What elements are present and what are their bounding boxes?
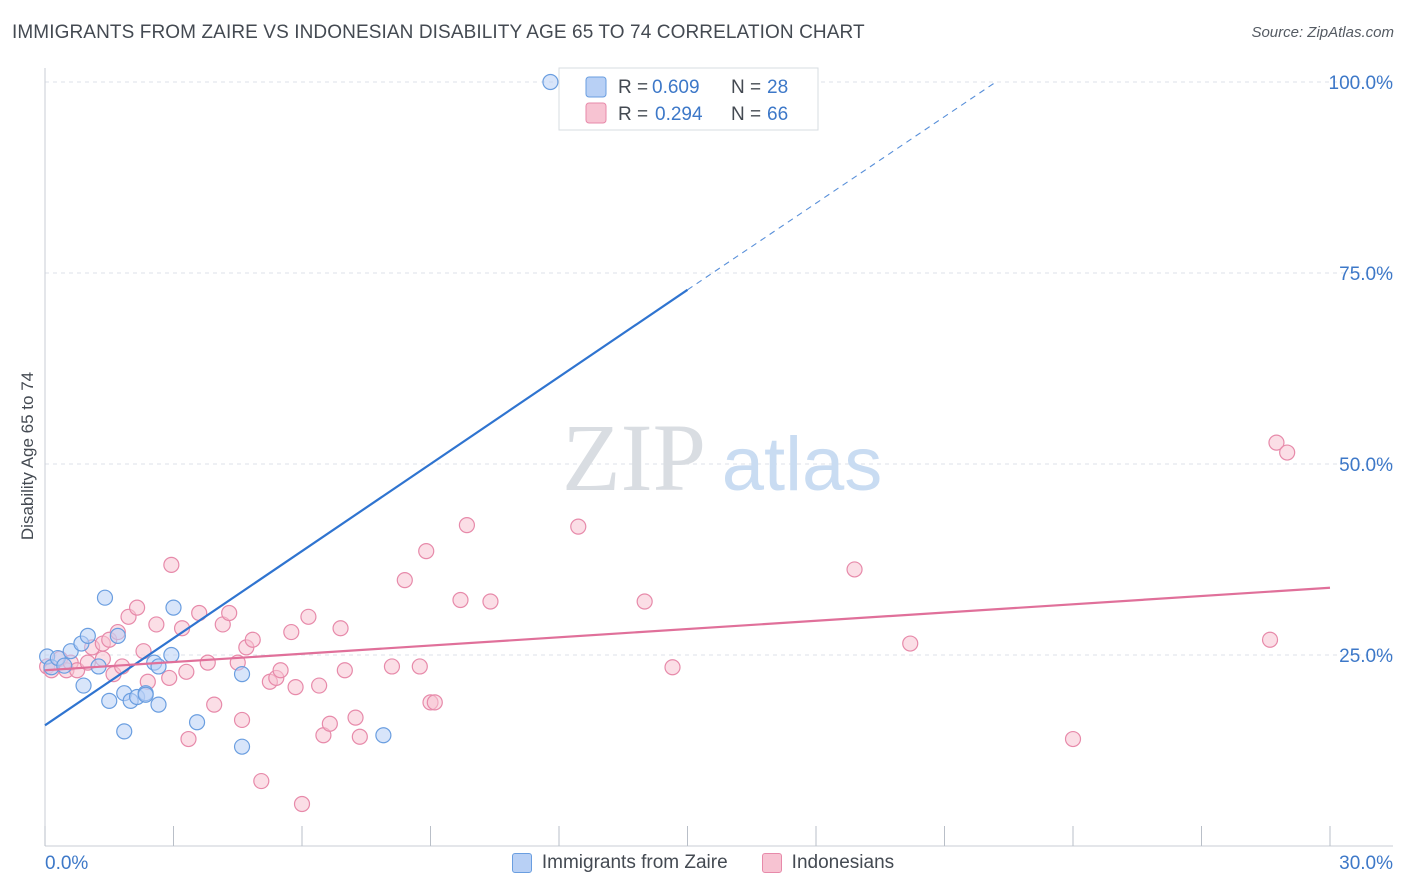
- indonesians-point-26: [206, 696, 223, 713]
- legend-r-value-zaire: 0.609: [652, 77, 700, 98]
- zaire-point-25: [233, 738, 251, 755]
- indonesians-point-28: [221, 604, 238, 622]
- indonesians-point-38: [287, 678, 304, 696]
- indonesians-point-15: [128, 599, 146, 616]
- indonesians-regression-line: [44, 586, 1331, 672]
- indonesians-point-41: [311, 677, 328, 694]
- indonesians-point-59: [664, 659, 681, 676]
- indonesians-point-55: [458, 517, 476, 534]
- indonesians-point-37: [283, 623, 300, 641]
- indonesians-point-45: [336, 662, 353, 679]
- indonesians-point-25: [199, 654, 216, 671]
- indonesians-point-20: [163, 556, 180, 573]
- indonesians-point-54: [452, 591, 469, 609]
- indonesians-point-40: [300, 608, 317, 625]
- legend-swatch-zaire: [585, 76, 607, 98]
- tick-labels: 25.0% 50.0% 75.0% 100.0% 0.0% 30.0%: [45, 73, 1393, 874]
- y-tick-label-50: 50.0%: [1339, 455, 1393, 476]
- zaire-point-20: [150, 696, 167, 713]
- zaire-point-23: [188, 714, 206, 731]
- zaire-point-8: [75, 677, 92, 694]
- legend-n-label-indonesians: N =: [731, 104, 761, 125]
- gridlines: [45, 81, 1393, 656]
- legend-swatch-indonesians-bottom: [761, 853, 782, 873]
- zaire-point-24: [233, 665, 251, 683]
- x-tick-label-max: 30.0%: [1339, 853, 1393, 874]
- chart-title: IMMIGRANTS FROM ZAIRE VS INDONESIAN DISA…: [12, 22, 865, 43]
- indonesians-point-60: [846, 561, 863, 578]
- zaire-point-3: [56, 657, 73, 674]
- legend-r-label-zaire: R =: [618, 77, 648, 98]
- source-credit: Source: ZipAtlas.com: [1251, 24, 1394, 41]
- indonesians-point-48: [383, 658, 401, 675]
- y-tick-label-75: 75.0%: [1339, 264, 1393, 285]
- indonesians-point-47: [351, 728, 368, 745]
- zaire-point-12: [116, 723, 133, 740]
- indonesians-point-44: [332, 620, 349, 637]
- regression-lines: [44, 81, 1331, 727]
- indonesians-point-22: [178, 663, 195, 680]
- legend-item-indonesians: Indonesians: [761, 852, 895, 874]
- indonesians-point-65: [1279, 444, 1296, 461]
- indonesians-point-57: [570, 518, 587, 535]
- zaire-points: [39, 73, 559, 755]
- indonesians-point-63: [1261, 631, 1279, 648]
- x-tick-label-min: 0.0%: [45, 853, 88, 874]
- zaire-regression-line: [44, 288, 689, 727]
- zaire-point-26: [375, 727, 392, 744]
- zaire-point-21: [163, 646, 180, 664]
- zaire-point-17: [137, 686, 154, 703]
- legend-label-indonesians: Indonesians: [791, 852, 895, 873]
- indonesians-point-33: [253, 772, 270, 790]
- zaire-point-11: [109, 627, 126, 645]
- indonesians-point-49: [396, 572, 413, 589]
- indonesians-point-18: [148, 616, 165, 633]
- indonesians-point-46: [347, 709, 364, 726]
- legend-bottom: Immigrants from Zaire Indonesians: [0, 852, 1406, 874]
- indonesians-point-39: [293, 795, 311, 813]
- indonesians-point-64: [1268, 434, 1285, 451]
- legend-n-value-zaire: 28: [767, 77, 788, 98]
- zaire-point-27: [542, 73, 559, 91]
- legend-top: R = 0.609 N = 28 R = 0.294 N = 66: [558, 67, 819, 131]
- legend-n-value-indonesians: 66: [767, 104, 788, 125]
- watermark: ZIP atlas: [562, 404, 882, 511]
- legend-swatch-indonesians: [585, 102, 607, 124]
- zaire-point-10: [101, 692, 118, 709]
- indonesians-point-61: [902, 635, 919, 652]
- indonesians-point-56: [482, 593, 499, 610]
- indonesians-point-23: [180, 730, 197, 748]
- indonesians-point-50: [411, 658, 428, 675]
- legend-r-value-indonesians: 0.294: [655, 104, 703, 125]
- watermark-atlas: atlas: [722, 422, 883, 507]
- legend-r-label-indonesians: R =: [618, 104, 648, 125]
- zaire-regression-extension: [687, 81, 997, 291]
- legend-swatch-zaire-bottom: [511, 853, 532, 873]
- zaire-point-22: [165, 599, 182, 616]
- indonesians-point-62: [1064, 730, 1082, 748]
- zaire-point-9: [96, 589, 114, 606]
- indonesians-point-32: [244, 631, 261, 648]
- indonesians-point-58: [636, 593, 653, 610]
- indonesians-point-19: [161, 669, 178, 687]
- indonesians-point-36: [272, 662, 289, 679]
- y-tick-label-25: 25.0%: [1339, 646, 1393, 667]
- legend-label-zaire: Immigrants from Zaire: [541, 852, 728, 873]
- zaire-point-19: [150, 658, 167, 675]
- watermark-zip: ZIP: [562, 404, 706, 511]
- axes: [44, 68, 1393, 847]
- indonesians-point-51: [418, 542, 435, 560]
- zaire-point-6: [79, 627, 96, 645]
- indonesians-point-16: [135, 643, 152, 660]
- indonesians-point-53: [426, 694, 443, 711]
- legend-item-zaire: Immigrants from Zaire: [511, 852, 728, 874]
- indonesians-point-43: [321, 715, 338, 732]
- indonesians-point-30: [233, 711, 251, 729]
- y-tick-label-100: 100.0%: [1329, 73, 1394, 94]
- legend-n-label-zaire: N =: [731, 77, 761, 98]
